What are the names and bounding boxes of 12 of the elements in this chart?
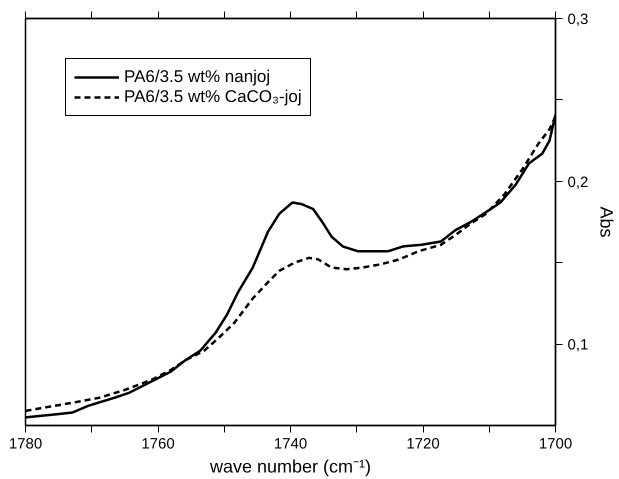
x-tick-label: 1700	[538, 436, 572, 452]
legend-label: PA6/3.5 wt% nanjoj	[124, 67, 270, 87]
x-axis-title: wave number (cm⁻¹)	[208, 456, 372, 476]
legend-label: PA6/3.5 wt% CaCO₃-joj	[124, 87, 302, 107]
x-tick-label: 1740	[274, 436, 308, 452]
y-axis-title: Abs	[596, 206, 616, 238]
y-tick-label: 0,1	[568, 336, 588, 354]
x-tick-label: 1720	[406, 436, 440, 452]
x-tick-label: 1760	[141, 436, 175, 452]
y-tick-label: 0,3	[568, 11, 588, 28]
y-tick-label: 0,2	[568, 174, 588, 191]
x-tick-label: 1780	[8, 436, 42, 452]
